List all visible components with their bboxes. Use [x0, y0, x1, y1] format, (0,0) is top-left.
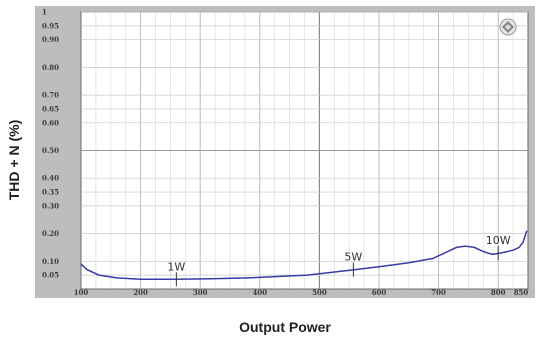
- y-tick-label: 1: [42, 8, 47, 17]
- y-tick-label: 0.40: [42, 174, 59, 183]
- annotations: 1W 5W 10W: [167, 234, 511, 287]
- y-tick-label: 0.35: [42, 188, 59, 197]
- y-tick-label: 0.90: [42, 35, 59, 44]
- y-tick-label: 0.60: [42, 118, 59, 127]
- x-tick-label: 700: [431, 288, 446, 297]
- annotation-label: 1W: [167, 260, 185, 273]
- y-tick-label: 0.10: [42, 257, 59, 266]
- annotation-label: 10W: [486, 234, 511, 247]
- y-tick-label: 0.95: [42, 21, 59, 30]
- x-tick-label: 200: [133, 288, 148, 297]
- x-tick-label: 600: [372, 288, 387, 297]
- diamond-logo-icon: [499, 18, 517, 36]
- y-tick-label: 0.30: [42, 201, 59, 210]
- y-tick-label: 0.50: [42, 146, 59, 155]
- x-tick-label: 400: [252, 288, 267, 297]
- y-tick-label: 0.80: [42, 63, 59, 72]
- y-tick-label: 0.05: [42, 271, 59, 280]
- x-tick-label: 300: [193, 288, 208, 297]
- series-line: [80, 230, 528, 281]
- x-tick-label: 100: [74, 288, 89, 297]
- x-tick-label: 800: [491, 288, 506, 297]
- y-tick-label: 0.65: [42, 104, 59, 113]
- x-tick-label: 850: [514, 288, 529, 297]
- x-tick-labels: 100 200 300 400 500 600 700 800 850: [74, 288, 529, 297]
- annotation-label: 5W: [344, 251, 362, 264]
- y-tick-labels: 1 0.95 0.90 0.80 0.70 0.65 0.60 0.50 0.40 0.35 0.3…: [42, 8, 59, 280]
- y-axis-label: THD + N (%): [6, 120, 22, 201]
- y-tick-label: 0.20: [42, 229, 59, 238]
- grid: [81, 11, 528, 289]
- x-tick-label: 500: [312, 288, 327, 297]
- y-tick-label: 0.70: [42, 91, 59, 100]
- x-axis-label: Output Power: [239, 319, 331, 335]
